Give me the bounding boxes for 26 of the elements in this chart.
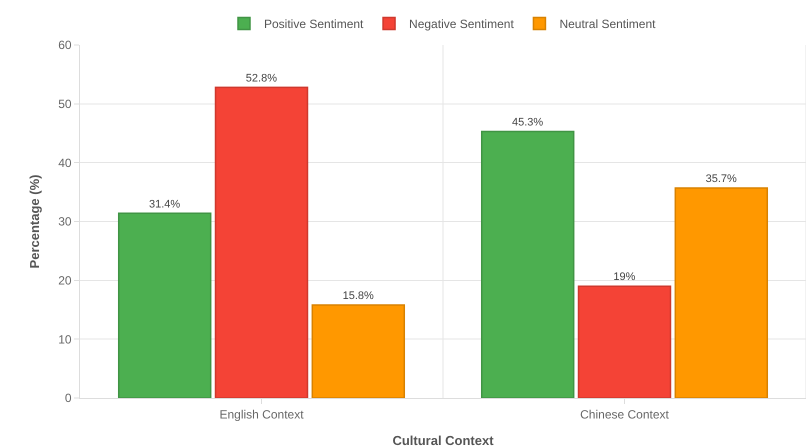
y-tick-label: 10	[58, 332, 72, 346]
y-tick-label: 50	[58, 97, 72, 112]
data-label: 45.3%	[512, 116, 544, 128]
data-label: 15.8%	[342, 290, 374, 302]
bar	[214, 86, 308, 398]
bar	[578, 285, 672, 398]
bar	[312, 304, 406, 398]
bar	[480, 130, 574, 398]
data-label: 35.7%	[706, 172, 738, 185]
y-tick-label: 60	[58, 38, 72, 52]
bar	[118, 212, 212, 398]
y-axis-title: Percentage (%)	[27, 174, 42, 268]
x-axis-title: Cultural Context	[392, 433, 494, 448]
legend-label: Positive Sentiment	[264, 17, 364, 32]
legend-label: Neutral Sentiment	[559, 17, 656, 32]
data-label: 31.4%	[148, 198, 180, 210]
y-tick-label: 0	[64, 391, 72, 406]
x-tick-label: English Context	[219, 407, 304, 422]
bar	[674, 187, 768, 398]
legend-label: Negative Sentiment	[409, 17, 514, 32]
x-tick-label: Chinese Context	[580, 407, 670, 422]
data-label: 52.8%	[246, 72, 278, 84]
data-label: 19%	[613, 271, 636, 284]
y-tick-label: 30	[58, 214, 72, 229]
y-tick-label: 40	[58, 156, 72, 170]
y-tick-label: 20	[58, 274, 72, 288]
